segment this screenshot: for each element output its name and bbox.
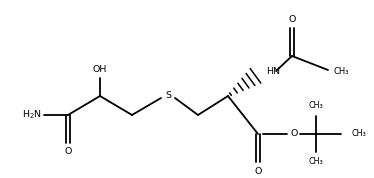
Text: S: S (165, 91, 171, 101)
Text: HN: HN (266, 67, 280, 77)
Text: O: O (64, 148, 72, 156)
Text: CH₃: CH₃ (334, 67, 349, 77)
Text: O: O (254, 166, 262, 176)
Text: O: O (288, 14, 296, 23)
Text: OH: OH (93, 64, 107, 74)
Text: CH₃: CH₃ (309, 101, 324, 111)
Text: CH₃: CH₃ (309, 158, 324, 166)
Text: CH₃: CH₃ (352, 130, 367, 138)
Text: H$_2$N: H$_2$N (22, 109, 42, 121)
Text: O: O (290, 130, 298, 138)
